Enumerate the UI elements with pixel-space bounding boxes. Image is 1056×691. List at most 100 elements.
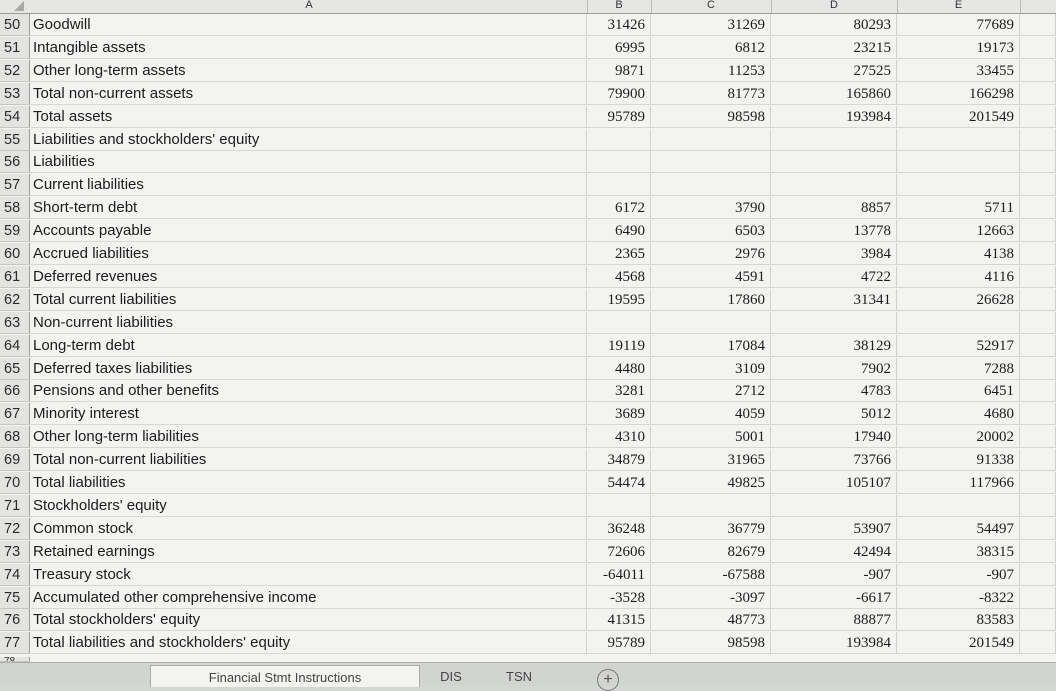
label-cell[interactable]: Long-term debt xyxy=(31,334,587,357)
value-cell-d[interactable]: 4783 xyxy=(771,380,897,403)
row-number[interactable]: 59 xyxy=(0,220,30,243)
value-cell-e[interactable]: 83583 xyxy=(897,609,1020,632)
value-cell-c[interactable]: -3097 xyxy=(651,586,771,609)
row-number[interactable]: 74 xyxy=(0,563,30,586)
value-cell-c[interactable] xyxy=(651,128,771,151)
value-cell-b[interactable] xyxy=(587,174,651,197)
value-cell-d[interactable]: 3984 xyxy=(771,243,897,265)
value-cell-d[interactable]: 17940 xyxy=(771,426,897,449)
value-cell-d[interactable]: 5012 xyxy=(771,403,897,426)
value-cell-b[interactable]: -64011 xyxy=(587,563,651,586)
value-cell-d[interactable] xyxy=(771,494,897,517)
row-number[interactable]: 50 xyxy=(0,14,30,36)
value-cell-e[interactable] xyxy=(897,151,1020,174)
value-cell-b[interactable]: 6172 xyxy=(587,197,651,220)
empty-cell[interactable] xyxy=(1020,243,1056,265)
value-cell-c[interactable] xyxy=(651,151,771,174)
label-cell[interactable]: Treasury stock xyxy=(31,563,587,586)
add-sheet-icon[interactable]: + xyxy=(597,669,619,691)
value-cell-c[interactable] xyxy=(651,174,771,197)
value-cell-d[interactable] xyxy=(771,311,897,334)
value-cell-b[interactable]: 41315 xyxy=(587,609,651,632)
label-cell[interactable]: Deferred revenues xyxy=(31,265,587,288)
value-cell-b[interactable]: 36248 xyxy=(587,517,651,540)
label-cell[interactable]: Total non-current assets xyxy=(31,82,587,105)
empty-cell[interactable] xyxy=(1020,380,1056,403)
value-cell-e[interactable]: 20002 xyxy=(897,426,1020,449)
row-number[interactable]: 76 xyxy=(0,609,30,632)
row-number[interactable]: 56 xyxy=(0,151,30,174)
value-cell-b[interactable]: 4310 xyxy=(587,426,651,449)
value-cell-d[interactable]: 31341 xyxy=(771,288,897,311)
value-cell-b[interactable]: 4480 xyxy=(587,357,651,380)
label-cell[interactable]: Liabilities xyxy=(31,151,587,174)
value-cell-d[interactable]: 88877 xyxy=(771,609,897,632)
label-cell[interactable]: Non-current liabilities xyxy=(31,311,587,334)
value-cell-c[interactable]: 3109 xyxy=(651,357,771,380)
value-cell-c[interactable]: 5001 xyxy=(651,426,771,449)
value-cell-e[interactable] xyxy=(897,128,1020,151)
value-cell-c[interactable]: 31965 xyxy=(651,449,771,472)
value-cell-b[interactable]: 95789 xyxy=(587,105,651,128)
value-cell-c[interactable]: 4591 xyxy=(651,265,771,288)
empty-cell[interactable] xyxy=(1020,288,1056,311)
value-cell-e[interactable]: 91338 xyxy=(897,449,1020,472)
value-cell-c[interactable]: 49825 xyxy=(651,472,771,494)
value-cell-e[interactable]: 117966 xyxy=(897,472,1020,494)
empty-cell[interactable] xyxy=(1020,220,1056,243)
value-cell-e[interactable]: 52917 xyxy=(897,334,1020,357)
value-cell-c[interactable]: 17084 xyxy=(651,334,771,357)
empty-cell[interactable] xyxy=(1020,403,1056,426)
column-header-e[interactable]: E xyxy=(897,0,1021,13)
value-cell-c[interactable] xyxy=(651,494,771,517)
label-cell[interactable]: Other long-term liabilities xyxy=(31,426,587,449)
value-cell-e[interactable]: 4116 xyxy=(897,265,1020,288)
column-header-d[interactable]: D xyxy=(771,0,898,13)
row-number[interactable]: 62 xyxy=(0,288,30,311)
value-cell-c[interactable]: 98598 xyxy=(651,105,771,128)
value-cell-d[interactable] xyxy=(771,174,897,197)
value-cell-d[interactable]: 193984 xyxy=(771,105,897,128)
value-cell-b[interactable]: 6490 xyxy=(587,220,651,243)
column-header-c[interactable]: C xyxy=(651,0,772,13)
empty-cell[interactable] xyxy=(1020,82,1056,105)
value-cell-b[interactable] xyxy=(587,128,651,151)
empty-cell[interactable] xyxy=(1020,609,1056,632)
value-cell-e[interactable]: 4138 xyxy=(897,243,1020,265)
value-cell-b[interactable]: 6995 xyxy=(587,36,651,59)
empty-cell[interactable] xyxy=(1020,540,1056,563)
value-cell-e[interactable]: 166298 xyxy=(897,82,1020,105)
value-cell-d[interactable] xyxy=(771,151,897,174)
value-cell-b[interactable]: 72606 xyxy=(587,540,651,563)
row-number[interactable]: 72 xyxy=(0,517,30,540)
empty-cell[interactable] xyxy=(1020,426,1056,449)
label-cell[interactable]: Total liabilities and stockholders' equi… xyxy=(31,632,587,655)
empty-cell[interactable] xyxy=(1020,334,1056,357)
value-cell-c[interactable]: 81773 xyxy=(651,82,771,105)
value-cell-b[interactable]: 19595 xyxy=(587,288,651,311)
row-number[interactable]: 60 xyxy=(0,243,30,265)
value-cell-e[interactable]: -8322 xyxy=(897,586,1020,609)
value-cell-e[interactable]: 201549 xyxy=(897,632,1020,655)
empty-cell[interactable] xyxy=(1020,586,1056,609)
label-cell[interactable]: Intangible assets xyxy=(31,36,587,59)
value-cell-c[interactable]: -67588 xyxy=(651,563,771,586)
label-cell[interactable]: Pensions and other benefits xyxy=(31,380,587,403)
value-cell-c[interactable]: 17860 xyxy=(651,288,771,311)
empty-cell[interactable] xyxy=(1020,59,1056,82)
value-cell-c[interactable] xyxy=(651,311,771,334)
label-cell[interactable]: Goodwill xyxy=(31,14,587,36)
value-cell-d[interactable]: 53907 xyxy=(771,517,897,540)
label-cell[interactable]: Common stock xyxy=(31,517,587,540)
row-number[interactable]: 71 xyxy=(0,494,30,517)
empty-cell[interactable] xyxy=(1020,151,1056,174)
value-cell-d[interactable]: 193984 xyxy=(771,632,897,655)
value-cell-b[interactable]: 31426 xyxy=(587,14,651,36)
label-cell[interactable]: Current liabilities xyxy=(31,174,587,197)
row-number[interactable]: 68 xyxy=(0,426,30,449)
label-cell[interactable]: Liabilities and stockholders' equity xyxy=(31,128,587,151)
empty-cell[interactable] xyxy=(1020,265,1056,288)
empty-cell[interactable] xyxy=(1020,197,1056,220)
row-number[interactable]: 73 xyxy=(0,540,30,563)
row-number[interactable]: 61 xyxy=(0,265,30,288)
